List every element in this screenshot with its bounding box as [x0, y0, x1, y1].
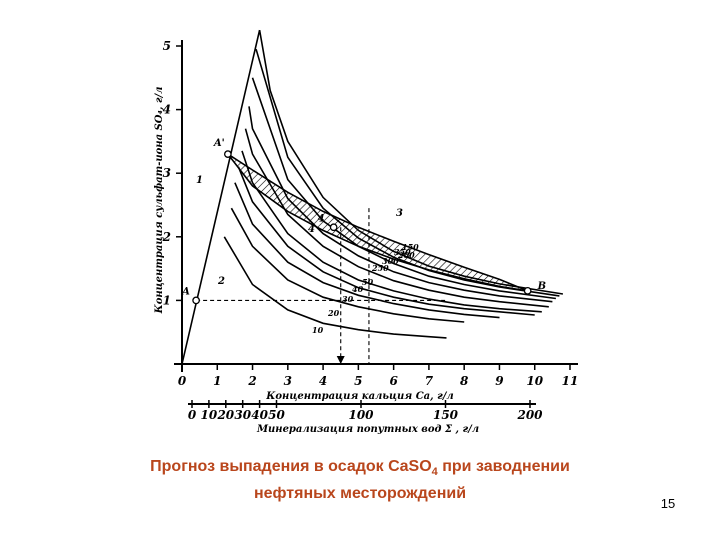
curve-label-200: 200 — [397, 250, 415, 260]
x-tick-label: 7 — [425, 374, 434, 388]
x-tick-label: 8 — [460, 374, 469, 388]
x2-tick-label: 10 — [201, 408, 218, 422]
x-tick-label: 9 — [495, 374, 504, 388]
point-label-A': A' — [213, 138, 225, 149]
curve-label-40: 40 — [352, 284, 364, 294]
slide-number: 15 — [660, 496, 676, 511]
x-axis-label: Концентрация кальция Ca, г/л — [265, 391, 453, 402]
caption-subscript: 4 — [431, 466, 438, 479]
curve-label-50: 50 — [362, 277, 374, 287]
caption-text-2: нефтяных месторождений — [253, 485, 467, 503]
curve-label-10: 10 — [312, 325, 324, 335]
curve-label-150: 150 — [402, 242, 419, 252]
x-tick-label: 1 — [213, 374, 221, 388]
y-tick-label: 2 — [162, 230, 171, 244]
y-tick-label: 5 — [163, 39, 171, 53]
y-tick-label: 3 — [163, 166, 171, 180]
x-tick-label: 6 — [389, 374, 398, 388]
curve-30 — [234, 182, 500, 319]
point-label-B: B — [537, 281, 546, 292]
curve-label-350: 350 — [394, 247, 411, 257]
point-B — [523, 287, 532, 295]
x-tick-label: 2 — [247, 374, 256, 388]
curve-label-4: 4 — [308, 224, 315, 235]
reference-lines — [196, 208, 447, 364]
y-tick-label: 4 — [163, 103, 171, 117]
curve-20 — [230, 207, 465, 323]
x-tick-label: 10 — [526, 374, 543, 388]
curve-50 — [241, 150, 542, 313]
curve-3 — [227, 153, 529, 292]
x-tick-label: 0 — [178, 374, 187, 388]
x2-tick-label: 150 — [433, 408, 459, 422]
curve-350 — [258, 29, 564, 295]
x2-axis-label: Минерализация попутных вод Σ , г/л — [256, 424, 479, 435]
arrow-head — [336, 356, 345, 364]
x2-tick-label: 40 — [251, 408, 268, 422]
boundary-line — [181, 29, 261, 365]
curves — [181, 29, 564, 365]
curve-label-2: 2 — [217, 276, 225, 287]
x-tick-label: 11 — [562, 374, 579, 388]
point-4 — [329, 223, 338, 232]
curve-label-1: 1 — [196, 175, 203, 186]
caption-text-1-end: при заводнении — [437, 458, 570, 475]
curve-label-20: 20 — [327, 308, 340, 318]
curve-200 — [248, 106, 553, 303]
curve-1 — [227, 153, 528, 292]
x2-tick-label: 0 — [188, 408, 197, 422]
point-label-A: A — [181, 286, 190, 297]
x2-tick-label: 50 — [268, 408, 285, 422]
curve-label-250: 250 — [371, 263, 389, 273]
y-axis-label: Концентрация сульфат-иона SO₄, г/л — [154, 87, 165, 315]
x-tick-label: 3 — [284, 374, 292, 388]
slide-caption: Прогноз выпадения в осадок CaSO4 при зав… — [60, 456, 660, 505]
x2-tick-label: 200 — [516, 408, 543, 422]
x2-tick-label: 30 — [234, 408, 251, 422]
curve-label-30: 30 — [342, 294, 354, 304]
x-tick-label: 5 — [354, 374, 362, 388]
point-A — [192, 296, 200, 305]
x2-tick-label: 20 — [216, 408, 234, 422]
x-tick-label: 4 — [319, 374, 327, 388]
y-tick-label: 1 — [163, 293, 171, 307]
curve-40 — [237, 166, 535, 316]
curve-250 — [251, 77, 557, 300]
points — [192, 150, 532, 305]
curve-label-300: 300 — [382, 256, 399, 266]
caption-text-1: Прогноз выпадения в осадок CaSO — [150, 458, 432, 475]
curve-label-3: 3 — [396, 208, 403, 219]
point-label-4: 4 — [318, 213, 325, 224]
curve-150 — [244, 128, 549, 308]
x2-tick-label: 100 — [348, 408, 374, 422]
point-A' — [224, 150, 232, 158]
